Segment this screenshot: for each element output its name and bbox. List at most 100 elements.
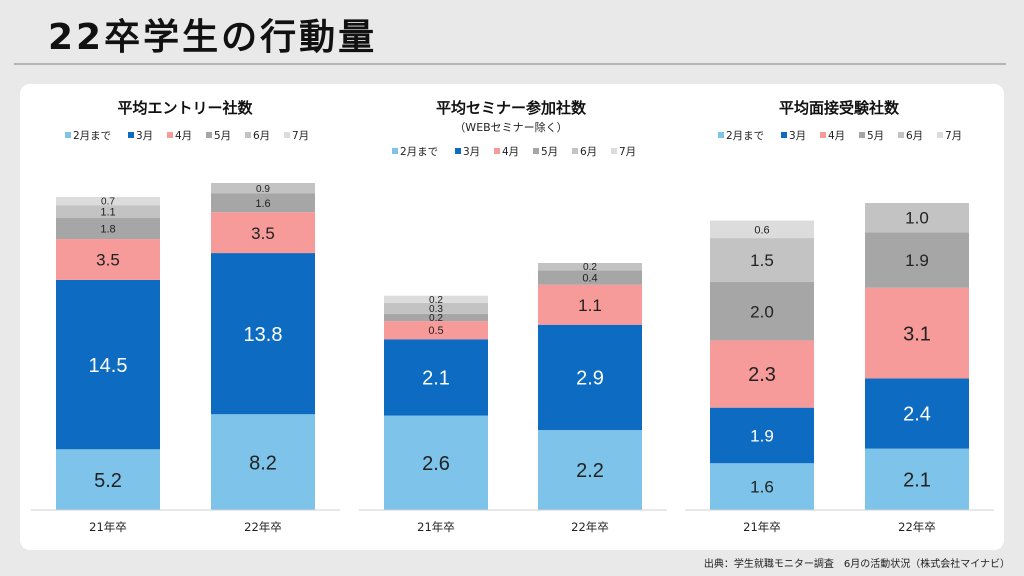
data-label-1-2-5: 0.9 (256, 184, 270, 195)
bar-segment-2-1-4 (384, 313, 488, 322)
bar-segment-3-1-4 (710, 281, 814, 341)
data-label-3-1-1: 1.6 (750, 478, 774, 497)
data-label-3-2-2: 2.4 (903, 404, 931, 426)
data-label-3-1-4: 2.0 (750, 302, 774, 321)
legend-label-3-6: 7月 (945, 130, 962, 142)
bar-segment-2-1-5 (384, 302, 488, 314)
data-label-1-1-4: 1.8 (100, 224, 115, 236)
legend-label-1-3: 4月 (175, 130, 192, 142)
bar-segment-1-2-1 (211, 414, 315, 510)
bar-segment-1-2-3 (211, 212, 315, 254)
data-label-1-2-1: 8.2 (249, 452, 277, 474)
legend-swatch-1-6 (284, 132, 290, 138)
legend-label-2-3: 4月 (502, 146, 519, 158)
page-title: 22卒学生の行動量 (48, 17, 378, 58)
data-label-3-1-6: 0.6 (754, 224, 769, 236)
legend-swatch-3-2 (781, 132, 787, 138)
bar-segment-2-1-6 (384, 295, 488, 303)
legend-swatch-2-2 (455, 148, 461, 154)
chart-title-3: 平均面接受験社数 (779, 99, 900, 117)
bar-segment-3-1-5 (710, 238, 814, 282)
data-label-2-1-4: 0.2 (429, 313, 443, 324)
chart-title-2: 平均セミナー参加社数 (436, 99, 587, 117)
data-label-3-2-5: 1.0 (905, 209, 929, 228)
category-label-2-2: 22年卒 (571, 520, 609, 534)
legend-label-1-1: 2月まで (73, 130, 111, 142)
legend-label-2-5: 6月 (580, 146, 597, 158)
data-label-3-2-1: 2.1 (903, 470, 931, 492)
legend-label-1-5: 6月 (253, 130, 270, 142)
bar-segment-2-2-5 (538, 263, 642, 271)
legend-swatch-2-5 (572, 148, 578, 154)
data-label-1-2-4: 1.6 (255, 198, 270, 210)
legend-label-3-2: 3月 (789, 130, 806, 142)
bar-segment-1-1-1 (56, 449, 160, 510)
legend-swatch-3-3 (820, 132, 826, 138)
bar-segment-3-1-1 (710, 463, 814, 510)
data-label-1-1-3: 3.5 (96, 251, 120, 270)
data-label-3-2-3: 3.1 (903, 323, 931, 345)
data-label-1-2-2: 13.8 (244, 324, 283, 346)
bar-segment-1-2-4 (211, 193, 315, 213)
data-label-1-1-5: 1.1 (100, 207, 115, 219)
data-label-1-2-3: 3.5 (251, 224, 275, 243)
bar-segment-1-2-2 (211, 253, 315, 415)
data-label-2-2-2: 2.9 (576, 368, 604, 390)
bar-segment-3-1-2 (710, 407, 814, 464)
legend-label-3-1: 2月まで (726, 130, 764, 142)
data-label-2-1-1: 2.6 (422, 453, 450, 475)
legend-label-1-4: 5月 (214, 130, 231, 142)
chart-title-1: 平均エントリー社数 (117, 99, 253, 117)
data-label-2-1-2: 2.1 (422, 368, 450, 390)
data-label-3-1-3: 2.3 (748, 364, 776, 386)
legend-label-2-1: 2月まで (400, 146, 438, 158)
chart-panel (20, 84, 1004, 550)
data-label-1-1-6: 0.7 (101, 197, 115, 208)
bar-segment-3-2-2 (865, 378, 969, 449)
bar-segment-3-1-3 (710, 340, 814, 408)
bar-segment-1-2-5 (211, 183, 315, 194)
data-label-2-1-3: 0.5 (428, 325, 443, 337)
legend-label-2-4: 5月 (541, 146, 558, 158)
bar-segment-3-2-5 (865, 203, 969, 233)
category-label-3-2: 22年卒 (898, 520, 936, 534)
bar-segment-3-2-1 (865, 448, 969, 510)
data-label-3-1-2: 1.9 (750, 427, 774, 446)
bar-segment-1-1-5 (56, 205, 160, 219)
bar-segment-2-2-4 (538, 270, 642, 285)
data-label-2-2-4: 0.4 (582, 272, 597, 284)
source-note: 出典：学生就職モニター調査 6月の活動状況（株式会社マイナビ） (703, 559, 1010, 570)
category-label-3-1: 21年卒 (743, 520, 781, 534)
data-label-2-2-5: 0.2 (583, 262, 597, 273)
data-label-1-1-1: 5.2 (94, 470, 122, 492)
legend-label-2-6: 7月 (619, 146, 636, 158)
bar-segment-1-1-2 (56, 279, 160, 450)
data-label-2-1-6: 0.2 (429, 295, 443, 306)
legend-swatch-1-5 (245, 132, 251, 138)
category-label-2-1: 21年卒 (417, 520, 455, 534)
legend-swatch-2-6 (611, 148, 617, 154)
legend-swatch-2-1 (392, 148, 398, 154)
legend-swatch-3-4 (859, 132, 865, 138)
data-label-3-2-4: 1.9 (905, 251, 929, 270)
bar-segment-2-2-3 (538, 284, 642, 325)
legend-swatch-3-6 (937, 132, 943, 138)
data-label-2-2-3: 1.1 (578, 296, 602, 315)
legend-swatch-1-2 (128, 132, 134, 138)
bar-segment-1-1-3 (56, 239, 160, 280)
legend-swatch-2-4 (533, 148, 539, 154)
legend-swatch-1-4 (206, 132, 212, 138)
data-label-2-1-5: 0.3 (429, 304, 443, 315)
legend-label-1-6: 7月 (292, 130, 309, 142)
legend-label-2-2: 3月 (463, 146, 480, 158)
bar-segment-1-1-4 (56, 218, 160, 240)
legend-swatch-1-1 (65, 132, 71, 138)
bar-segment-2-1-1 (384, 415, 488, 510)
legend-label-3-3: 4月 (828, 130, 845, 142)
bar-segment-2-2-1 (538, 430, 642, 510)
category-label-1-2: 22年卒 (244, 520, 282, 534)
data-label-2-2-1: 2.2 (576, 460, 604, 482)
legend-label-1-2: 3月 (136, 130, 153, 142)
bar-segment-3-2-4 (865, 232, 969, 288)
